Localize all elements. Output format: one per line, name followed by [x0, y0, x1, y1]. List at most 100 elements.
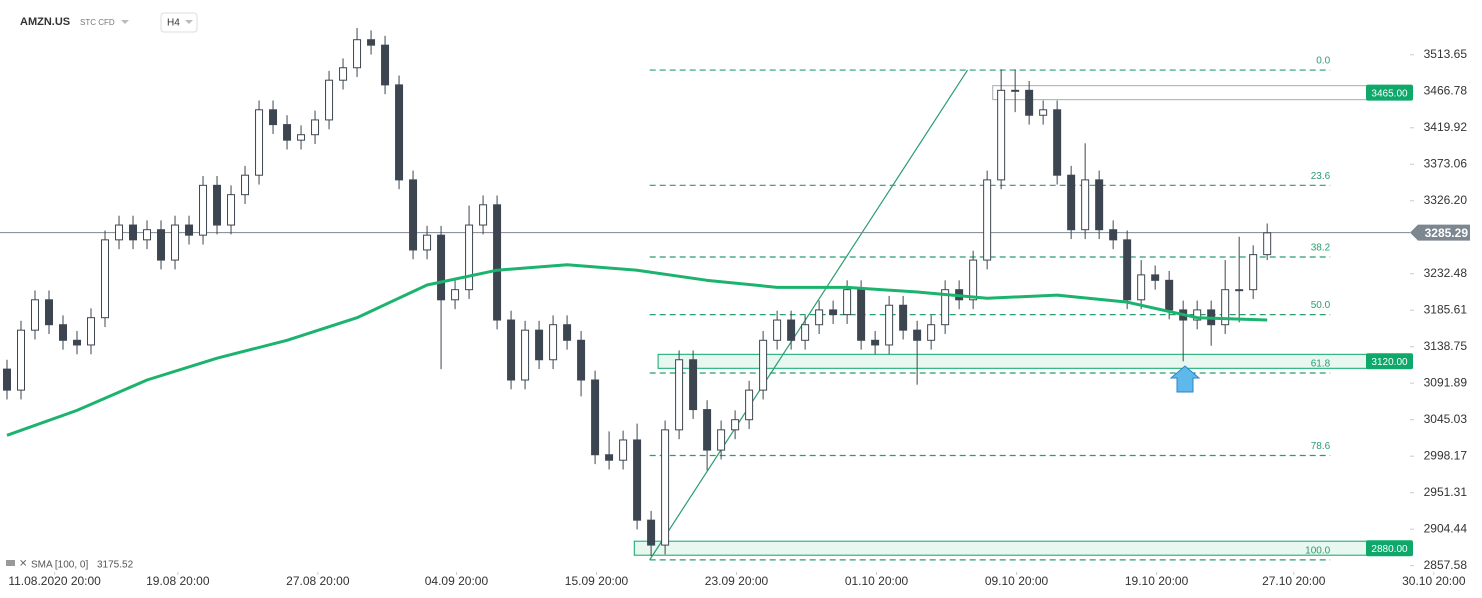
candle-body [129, 224, 138, 241]
market: STC CFD [80, 18, 115, 27]
x-tick-label: 27.10 20:00 [1262, 574, 1326, 588]
indicator-icon[interactable] [6, 560, 15, 566]
symbol: AMZN.US [20, 16, 70, 28]
candle-body [437, 234, 446, 301]
x-tick-label: 01.10 20:00 [845, 574, 909, 588]
candle-body [885, 304, 894, 346]
candle-body [1039, 109, 1048, 116]
x-tick-label: 19.08 20:00 [146, 574, 210, 588]
y-tick-label: 3045.03 [1424, 412, 1468, 426]
fib-label: 78.6 [1311, 441, 1331, 452]
current-price-label: 3285.29 [1425, 226, 1469, 240]
candle-body [1067, 174, 1076, 231]
candle-body [857, 289, 866, 341]
level-tag-label: 2880.00 [1371, 544, 1408, 555]
candle-body [493, 204, 502, 321]
y-tick-label: 3138.75 [1424, 339, 1468, 353]
x-tick-label: 19.10 20:00 [1125, 574, 1189, 588]
candle-body [941, 289, 950, 326]
candle-body [1109, 229, 1118, 241]
candle-body [367, 39, 376, 46]
candle-body [31, 299, 40, 331]
candle-body [451, 289, 460, 301]
candle-body [563, 324, 572, 341]
interval-caret [185, 20, 193, 24]
candle-body [801, 324, 810, 341]
candle-body [745, 389, 754, 421]
candle-body [1025, 89, 1034, 116]
candle-body [241, 174, 250, 196]
x-tick-label: 11.08.2020 20:00 [8, 574, 101, 588]
candle-body [227, 194, 236, 226]
candle-body [731, 419, 740, 431]
sma-line [6, 263, 1268, 437]
candle-body [311, 119, 320, 136]
candle-body [899, 304, 908, 331]
candle-body [605, 454, 614, 461]
candle-body [465, 224, 474, 291]
interval-select[interactable] [160, 12, 198, 33]
candle-body [1221, 289, 1230, 326]
candle-body [1123, 239, 1132, 301]
candle-body [591, 379, 600, 456]
candle-body [717, 429, 726, 451]
y-tick-label: 3232.48 [1424, 266, 1468, 280]
level-tag [1366, 84, 1413, 101]
x-tick-label: 04.09 20:00 [425, 574, 489, 588]
symbol-dropdown[interactable] [121, 20, 129, 24]
fib-trend [649, 69, 969, 561]
x-tick-label: 27.08 20:00 [286, 574, 350, 588]
price-zone [633, 540, 1411, 556]
fib-label: 38.2 [1311, 243, 1331, 254]
interval: H4 [167, 18, 180, 29]
candle-body [269, 109, 278, 126]
fib-label: 100.0 [1305, 546, 1330, 557]
signal-arrow [1169, 365, 1201, 393]
candle-body [101, 239, 110, 319]
candle-body [381, 44, 390, 86]
candle-body [997, 89, 1006, 181]
candle-body [409, 179, 418, 251]
candle-body [535, 329, 544, 361]
y-tick-label: 3326.20 [1424, 193, 1468, 207]
candle-body [297, 134, 306, 141]
candle-body [283, 124, 292, 141]
y-tick-label: 3185.61 [1424, 302, 1468, 316]
y-tick-label: 2951.31 [1424, 485, 1468, 499]
x-tick-label: 23.09 20:00 [705, 574, 769, 588]
y-tick-label: 3091.89 [1424, 375, 1468, 389]
fib-label: 50.0 [1311, 300, 1331, 311]
candle-body [143, 229, 152, 241]
candle-body [1263, 232, 1272, 256]
candle-body [689, 359, 698, 411]
candle-body [577, 339, 586, 381]
x-tick-label: 30.10 20:00 [1402, 574, 1466, 588]
x-tick-label: 15.09 20:00 [565, 574, 629, 588]
candle-body [703, 409, 712, 451]
candle-body [199, 184, 208, 236]
plot: 3513.65 3466.78 3419.92 3373.06 3326.20 3232.… [0, 28, 1467, 588]
sma-last: 3175.52 [97, 560, 134, 571]
candle-body [115, 224, 124, 241]
candle-body [521, 329, 530, 381]
y-tick-label: 2998.17 [1424, 448, 1468, 462]
candle-body [1137, 274, 1146, 301]
indicator-close[interactable]: ✕ [19, 559, 27, 570]
sma-name: SMA [100, 0] [31, 560, 88, 571]
candle-body [549, 324, 558, 361]
candle-body [73, 339, 82, 346]
candle-body [45, 299, 54, 326]
candle-body [479, 204, 488, 226]
candle-body [213, 184, 222, 226]
candle-body [17, 329, 26, 391]
candle-body [787, 319, 796, 341]
candle-body [1151, 274, 1160, 281]
price-zone [657, 353, 1411, 369]
x-tick-label: 09.10 20:00 [985, 574, 1049, 588]
candle-body [1095, 179, 1104, 231]
candle-body [969, 259, 978, 301]
candle-body [353, 39, 362, 69]
level-tag [1366, 353, 1413, 370]
candle-body [661, 429, 670, 546]
candle-body [423, 234, 432, 251]
